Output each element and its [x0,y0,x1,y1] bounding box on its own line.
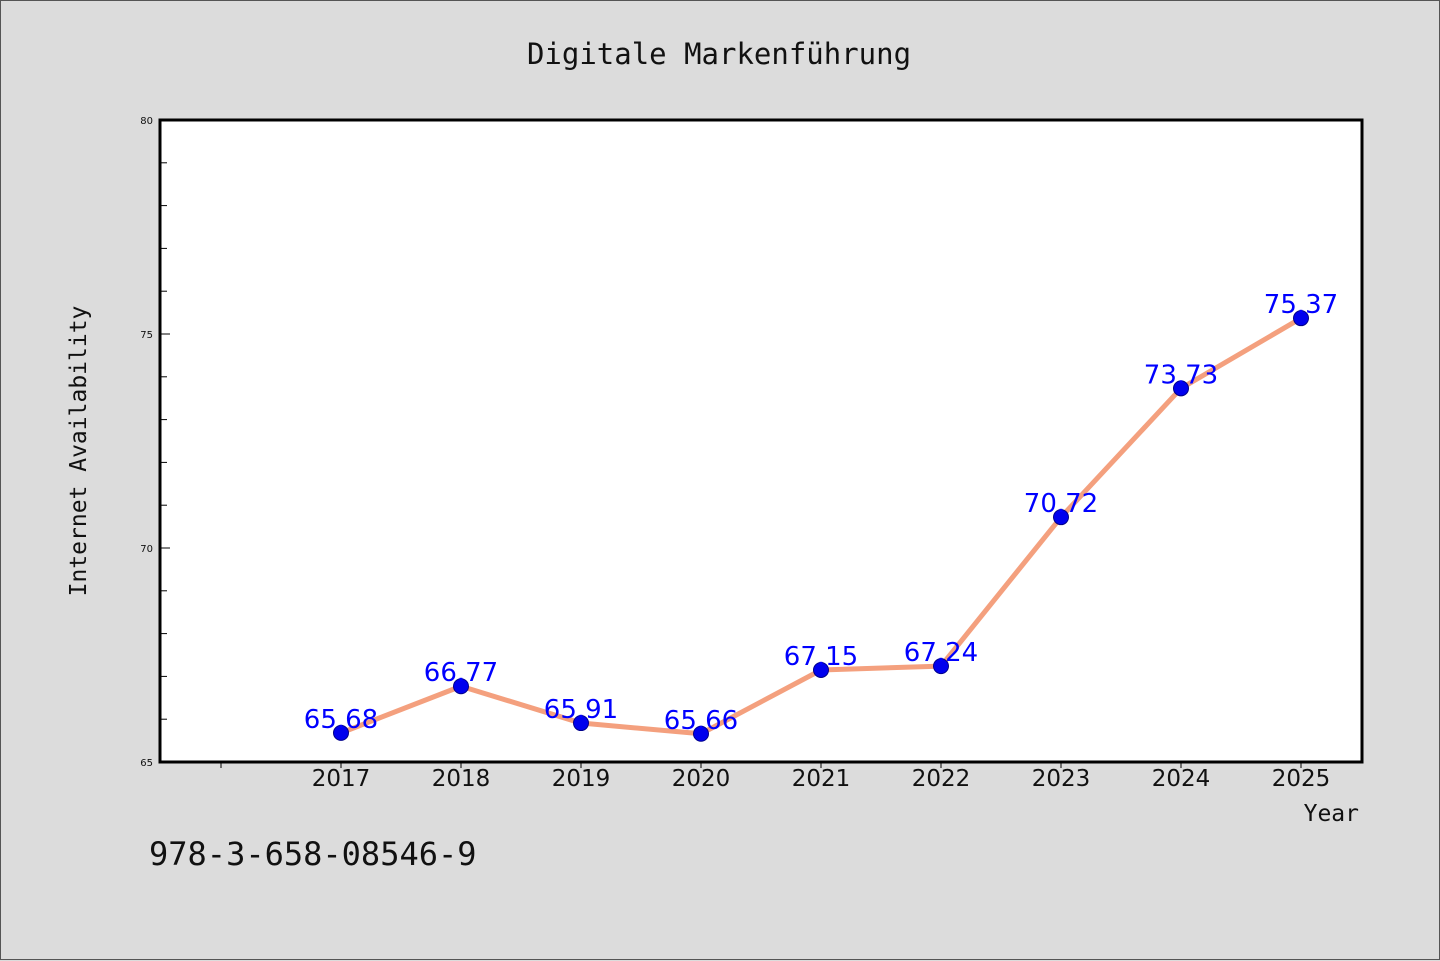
data-label: 73.73 [1144,360,1218,390]
data-label: 67.15 [784,642,858,672]
data-label: 65.66 [664,706,738,736]
data-point [1173,380,1189,397]
x-tick-label: 2018 [432,766,491,792]
data-point [573,715,589,732]
data-point [1053,509,1069,526]
x-tick-label: 2017 [312,766,371,792]
y-axis-label: Internet Availability [66,306,92,597]
y-axis: 65 70 75 80 [140,116,170,769]
chart-title: Digitale Markenführung [527,37,911,71]
data-point [933,658,949,675]
data-point [1293,310,1309,327]
y-tick-label: 65 [140,758,153,769]
data-point [333,724,349,741]
data-labels-group: 65.68 66.77 65.91 65.66 67.15 67.24 70.72 73.73… [304,290,1338,736]
x-tick-label: 2023 [1032,766,1091,792]
x-tick-label: 2024 [1152,766,1211,792]
x-axis: 2017 2018 2019 2020 2021 2022 2023 2024 2025 [220,762,1331,792]
x-tick-label: 2022 [912,766,971,792]
x-tick-label: 2021 [792,766,851,792]
x-tick-label: 2025 [1272,766,1331,792]
data-label: 75.37 [1264,290,1338,320]
data-point [813,661,829,678]
y-tick-label: 80 [140,116,153,127]
data-label: 70.72 [1024,489,1098,519]
data-point [693,725,709,742]
data-point [453,678,469,695]
data-label: 67.24 [904,638,978,668]
data-label: 65.91 [544,695,618,725]
isbn-text: 978-3-658-08546-9 [149,835,477,873]
markers-group [333,310,1309,742]
data-label: 66.77 [424,658,498,688]
x-tick-label: 2020 [672,766,731,792]
x-axis-label: Year [1304,801,1359,827]
x-tick-label: 2019 [552,766,611,792]
plot-area [158,118,1364,764]
data-label: 65.68 [304,705,378,735]
y-tick-label: 70 [140,544,153,555]
y-tick-label: 75 [140,330,153,341]
